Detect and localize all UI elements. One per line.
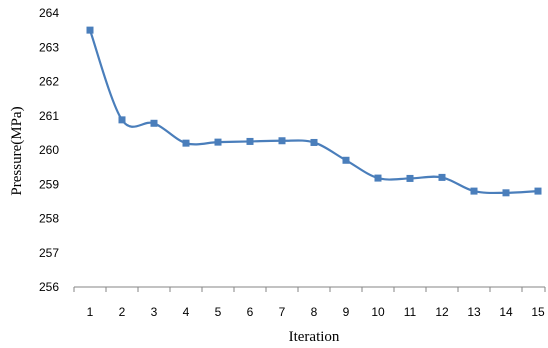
data-point-marker [150, 119, 158, 127]
x-tick-label: 10 [371, 305, 385, 319]
data-point-marker [406, 174, 414, 182]
x-axis-title: Iteration [289, 329, 340, 345]
data-point-marker [310, 138, 318, 146]
data-point-marker [502, 189, 510, 197]
x-tick-label: 13 [467, 305, 481, 319]
x-tick-label: 9 [343, 305, 350, 319]
y-tick-label: 259 [39, 177, 59, 191]
x-tick-label: 14 [499, 305, 513, 319]
y-tick-label: 261 [39, 109, 59, 123]
x-tick-label: 3 [151, 305, 158, 319]
x-tick-label: 4 [183, 305, 190, 319]
y-tick-label: 260 [39, 143, 59, 157]
y-axis-title: Pressure(MPa) [9, 106, 25, 195]
x-tick-label: 11 [404, 305, 417, 319]
x-tick-label: 15 [531, 305, 545, 319]
x-axis-ticks: 1 2 3 4 5 6 7 8 9 10 11 12 13 14 15 [73, 287, 546, 319]
y-tick-label: 256 [39, 280, 59, 294]
y-axis-ticks: 256 257 258 259 260 261 262 263 264 [39, 6, 59, 294]
data-point-marker [182, 139, 190, 147]
x-tick-label: 1 [87, 305, 94, 319]
x-tick-label: 5 [215, 305, 222, 319]
series-line [88, 29, 539, 195]
x-tick-label: 12 [435, 305, 449, 319]
data-point-marker [214, 138, 222, 146]
y-tick-label: 258 [39, 212, 59, 226]
data-point-marker [470, 187, 478, 195]
series-markers [86, 26, 542, 197]
data-point-marker [118, 116, 126, 124]
data-point-marker [278, 137, 286, 145]
x-tick-label: 7 [279, 305, 286, 319]
x-tick-label: 2 [119, 305, 126, 319]
y-tick-label: 264 [39, 6, 59, 20]
data-point-marker [86, 26, 94, 34]
x-tick-label: 8 [311, 305, 318, 319]
data-point-marker [342, 156, 350, 164]
y-tick-label: 263 [39, 40, 59, 54]
y-tick-label: 262 [39, 75, 59, 89]
data-point-marker [438, 173, 446, 181]
y-tick-label: 257 [39, 246, 59, 260]
data-point-marker [246, 137, 254, 145]
data-point-marker [374, 174, 382, 182]
data-point-marker [534, 187, 542, 195]
x-tick-label: 6 [247, 305, 254, 319]
